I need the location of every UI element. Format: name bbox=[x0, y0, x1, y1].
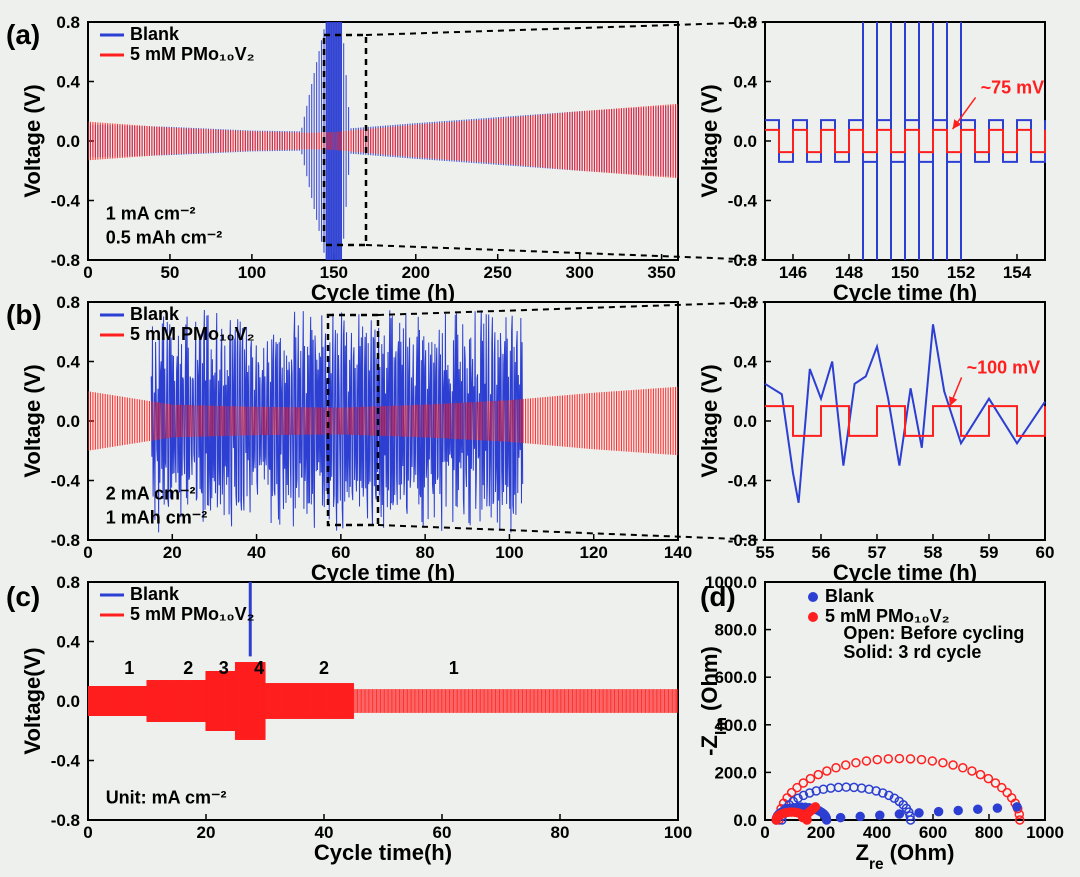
svg-text:Voltage(V): Voltage(V) bbox=[20, 647, 45, 754]
svg-text:0.0: 0.0 bbox=[56, 412, 80, 431]
svg-text:(b): (b) bbox=[6, 299, 42, 330]
svg-text:-0.4: -0.4 bbox=[51, 472, 81, 491]
svg-text:100: 100 bbox=[238, 263, 266, 282]
svg-text:2: 2 bbox=[183, 658, 193, 678]
svg-text:0.8: 0.8 bbox=[56, 13, 80, 32]
svg-text:1 mAh cm⁻²: 1 mAh cm⁻² bbox=[106, 507, 208, 527]
svg-text:59: 59 bbox=[980, 543, 999, 562]
svg-text:Unit: mA cm⁻²: Unit: mA cm⁻² bbox=[106, 787, 227, 807]
svg-text:Voltage (V): Voltage (V) bbox=[20, 364, 45, 477]
svg-text:4: 4 bbox=[254, 658, 264, 678]
svg-text:1: 1 bbox=[124, 658, 134, 678]
svg-text:5 mM PMo₁₀V₂: 5 mM PMo₁₀V₂ bbox=[130, 324, 255, 344]
svg-text:0: 0 bbox=[83, 543, 92, 562]
svg-text:200: 200 bbox=[807, 823, 835, 842]
svg-text:0: 0 bbox=[83, 823, 92, 842]
svg-text:Solid: 3 rd cycle: Solid: 3 rd cycle bbox=[843, 642, 981, 662]
svg-text:Blank: Blank bbox=[130, 304, 180, 324]
svg-text:154: 154 bbox=[1003, 263, 1032, 282]
svg-text:(d): (d) bbox=[700, 581, 736, 612]
svg-text:146: 146 bbox=[779, 263, 807, 282]
svg-text:0: 0 bbox=[760, 823, 769, 842]
svg-text:Cycle time(h): Cycle time(h) bbox=[314, 840, 452, 865]
svg-text:5 mM PMo₁₀V₂: 5 mM PMo₁₀V₂ bbox=[130, 44, 255, 64]
svg-text:-ZIm (Ohm): -ZIm (Ohm) bbox=[697, 646, 730, 756]
svg-text:20: 20 bbox=[163, 543, 182, 562]
svg-text:~100 mV: ~100 mV bbox=[967, 357, 1041, 377]
svg-text:800.0: 800.0 bbox=[714, 621, 757, 640]
svg-text:60: 60 bbox=[1036, 543, 1055, 562]
svg-text:0.0: 0.0 bbox=[733, 811, 757, 830]
svg-text:100: 100 bbox=[495, 543, 523, 562]
svg-text:0.0: 0.0 bbox=[56, 692, 80, 711]
svg-text:-0.4: -0.4 bbox=[51, 752, 81, 771]
svg-text:0.4: 0.4 bbox=[56, 353, 80, 372]
svg-text:800: 800 bbox=[975, 823, 1003, 842]
svg-text:1: 1 bbox=[449, 658, 459, 678]
svg-text:-0.4: -0.4 bbox=[728, 192, 758, 211]
svg-text:Voltage (V): Voltage (V) bbox=[697, 364, 722, 477]
svg-text:Blank: Blank bbox=[130, 24, 180, 44]
svg-text:0.0: 0.0 bbox=[733, 132, 757, 151]
svg-text:5 mM PMo₁₀V₂: 5 mM PMo₁₀V₂ bbox=[130, 604, 255, 624]
svg-text:40: 40 bbox=[247, 543, 266, 562]
svg-text:0.4: 0.4 bbox=[733, 353, 757, 372]
svg-text:1000: 1000 bbox=[1026, 823, 1064, 842]
svg-text:-0.8: -0.8 bbox=[51, 251, 80, 270]
svg-text:2: 2 bbox=[319, 658, 329, 678]
svg-text:56: 56 bbox=[812, 543, 831, 562]
svg-text:0.4: 0.4 bbox=[733, 73, 757, 92]
svg-text:Blank: Blank bbox=[130, 584, 180, 604]
svg-text:Voltage (V): Voltage (V) bbox=[697, 84, 722, 197]
svg-text:0.5 mAh cm⁻²: 0.5 mAh cm⁻² bbox=[106, 227, 223, 247]
svg-text:200.0: 200.0 bbox=[714, 763, 757, 782]
svg-text:0.0: 0.0 bbox=[733, 412, 757, 431]
svg-text:0.8: 0.8 bbox=[56, 573, 80, 592]
svg-text:(c): (c) bbox=[6, 581, 40, 612]
svg-text:140: 140 bbox=[664, 543, 692, 562]
svg-text:0.0: 0.0 bbox=[56, 132, 80, 151]
svg-text:Blank: Blank bbox=[825, 586, 875, 606]
svg-text:20: 20 bbox=[197, 823, 216, 842]
svg-text:-0.4: -0.4 bbox=[51, 192, 81, 211]
svg-text:2 mA cm⁻²: 2 mA cm⁻² bbox=[106, 484, 196, 504]
svg-text:~75 mV: ~75 mV bbox=[981, 77, 1045, 97]
svg-text:0: 0 bbox=[83, 263, 92, 282]
svg-text:1 mA cm⁻²: 1 mA cm⁻² bbox=[106, 204, 196, 224]
svg-text:-0.8: -0.8 bbox=[51, 531, 80, 550]
svg-text:350: 350 bbox=[647, 263, 675, 282]
svg-text:0.8: 0.8 bbox=[56, 293, 80, 312]
svg-text:0.4: 0.4 bbox=[56, 73, 80, 92]
svg-text:100: 100 bbox=[664, 823, 692, 842]
svg-text:3: 3 bbox=[219, 658, 229, 678]
svg-text:80: 80 bbox=[551, 823, 570, 842]
svg-text:Open: Before cycling: Open: Before cycling bbox=[843, 623, 1024, 643]
svg-text:-0.4: -0.4 bbox=[728, 472, 758, 491]
svg-text:Zre (Ohm): Zre (Ohm) bbox=[856, 840, 955, 873]
svg-text:(a): (a) bbox=[6, 19, 40, 50]
svg-text:Voltage (V): Voltage (V) bbox=[20, 84, 45, 197]
svg-text:300: 300 bbox=[565, 263, 593, 282]
svg-text:-0.8: -0.8 bbox=[51, 811, 80, 830]
svg-text:250: 250 bbox=[484, 263, 512, 282]
svg-text:120: 120 bbox=[580, 543, 608, 562]
svg-text:0.4: 0.4 bbox=[56, 633, 80, 652]
svg-text:55: 55 bbox=[756, 543, 775, 562]
svg-text:50: 50 bbox=[160, 263, 179, 282]
